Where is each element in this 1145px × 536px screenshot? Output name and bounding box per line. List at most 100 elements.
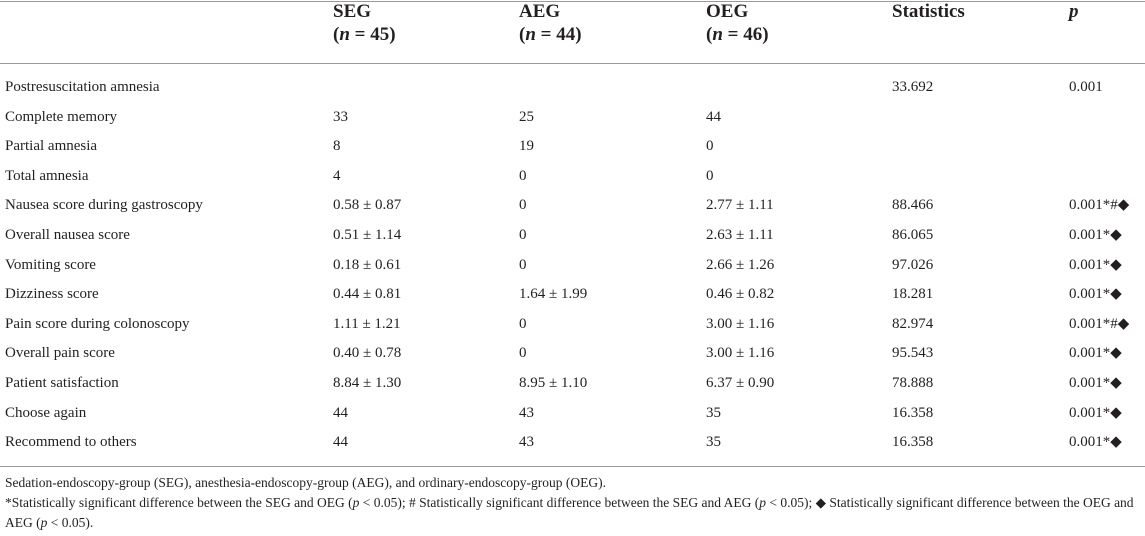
table-cell: 2.66 ± 1.26 [706,256,775,273]
table-bottom-rule [0,466,1145,467]
table-top-rule [0,1,1145,2]
table-cell: 0.001*◆ [1069,345,1122,362]
table-cell: 1.64 ± 1.99 [519,286,588,303]
table-cell: 2.77 ± 1.11 [706,197,774,214]
table-cell: 0.46 ± 0.82 [706,286,775,303]
table-cell: 0.001*◆ [1069,375,1122,391]
table-cell: Choose again [5,404,87,421]
table-cell: 4 [333,167,341,184]
table-cell: 25 [519,108,534,125]
table-cell: Complete memory [5,108,118,125]
footnote-abbreviations: Sedation-endoscopy-group (SEG), anesthes… [5,475,606,490]
table-cell: 0.001*◆ [1069,286,1122,303]
footnote-segment: < 0.05). [47,515,94,530]
table-cell: Pain score during colonoscopy [5,315,190,332]
footnote-segment: p [759,495,767,510]
table-cell: 0.001*#◆ [1069,315,1130,332]
table-cell: Partial amnesia [5,138,98,155]
footnote-segment: *Statistically significant difference be… [5,495,353,510]
table-row: Choose again 44 43 35 16.358 0.001*◆ [0,399,1145,428]
table-cell: Total amnesia [5,167,89,184]
table-row: Dizziness score 0.44 ± 0.81 1.64 ± 1.99 0.4… [0,280,1145,309]
table-cell: 8.95 ± 1.10 [519,375,588,391]
table-cell: 82.974 [892,315,934,332]
table-cell: 6.37 ± 0.90 [706,375,775,391]
table-cell: Vomiting score [5,256,96,273]
table-cell: 0 [519,227,527,243]
table-cell: Nausea score during gastroscopy [5,197,203,214]
table-cell: 0.001*◆ [1069,227,1122,243]
table-cell: 0.40 ± 0.78 [333,345,402,362]
table-cell: 0.001*◆ [1069,256,1122,273]
table-cell: 0 [519,345,527,362]
table-cell: 3.00 ± 1.16 [706,345,775,362]
table-cell: 33.692 [892,79,934,95]
table-row: Patient satisfaction 8.84 ± 1.30 8.95 ± 1.… [0,369,1145,398]
table-row: Vomiting score 0.18 ± 0.61 0 2.66 ± 1.26 97.… [0,251,1145,280]
table-cell: 97.026 [892,256,934,273]
table-cell: 0.58 ± 0.87 [333,197,402,214]
table-cell: 16.358 [892,434,934,451]
table-row: Overall pain score 0.40 ± 0.78 0 3.00 ± 1.1… [0,339,1145,368]
table-cell: 19 [519,138,534,155]
footnote-segment: < 0.05); ◆ Statistically significant dif… [5,495,1134,530]
table-cell: 44 [706,108,721,125]
table-cell: 0.001*◆ [1069,404,1122,421]
table-cell: 0.001 [1069,79,1103,95]
table-cell: 0.18 ± 0.61 [333,256,402,273]
footnote-segment: p [352,495,360,510]
table-cell: 95.543 [892,345,934,362]
table-cell: Overall pain score [5,345,115,362]
table-cell: 0.44 ± 0.81 [333,286,402,303]
table-cell: Postresuscitation amnesia [5,79,160,95]
header-aeg: AEG (n = 44) [519,1,582,45]
header-p: p [1069,1,1079,22]
table-row: Partial amnesia 8 19 0 [0,132,1145,161]
table-cell: 0 [519,197,527,214]
table-cell: 88.466 [892,197,934,214]
header-statistics: Statistics [892,1,965,22]
table-cell: 78.888 [892,375,934,391]
footnote-segment: p [40,515,48,530]
table-cell: 0 [519,315,527,332]
table-cell: 0 [706,167,714,184]
table-cell: 43 [519,434,534,451]
table-cell: 2.63 ± 1.11 [706,227,774,243]
table-cell: Overall nausea score [5,227,130,243]
table-cell: 0 [519,256,527,273]
table-cell: 35 [706,434,721,451]
table-row: Nausea score during gastroscopy 0.58 ± 0.… [0,191,1145,220]
table-cell: 0.001*#◆ [1069,197,1130,214]
table-cell: 16.358 [892,404,934,421]
table-cell: 33 [333,108,348,125]
table-row: Recommend to others 44 43 35 16.358 0.001*◆ [0,428,1145,457]
table-cell: 18.281 [892,286,934,303]
table-cell: Dizziness score [5,286,99,303]
table-cell: 44 [333,434,348,451]
table-row: Total amnesia 4 0 0 [0,162,1145,191]
table-cell: 0.001*◆ [1069,434,1122,451]
table-cell: Patient satisfaction [5,375,119,391]
table-cell: Recommend to others [5,434,137,451]
header-seg: SEG (n = 45) [333,1,396,45]
footnote-segment: < 0.05); # Statistically significant dif… [359,495,760,510]
table-cell: 1.11 ± 1.21 [333,315,401,332]
table-cell: 44 [333,404,348,421]
table-cell: 0 [519,167,527,184]
table-row: Complete memory 33 25 44 [0,103,1145,132]
table-row: Pain score during colonoscopy 1.11 ± 1.21… [0,310,1145,339]
header-oeg: OEG (n = 46) [706,1,769,45]
table-cell: 35 [706,404,721,421]
table-cell: 3.00 ± 1.16 [706,315,775,332]
table-footnotes: Sedation-endoscopy-group (SEG), anesthes… [5,473,1140,533]
table-row: Postresuscitation amnesia 33.692 0.001 [0,73,1145,102]
table-cell: 86.065 [892,227,934,243]
table-cell: 8.84 ± 1.30 [333,375,402,391]
table-cell: 0 [706,138,714,155]
table-header-rule [0,63,1145,64]
footnote-significance: *Statistically significant difference be… [5,493,1140,533]
table-cell: 43 [519,404,534,421]
table-cell: 0.51 ± 1.14 [333,227,402,243]
table-row: Overall nausea score 0.51 ± 1.14 0 2.63 ± 1… [0,221,1145,250]
table-cell: 8 [333,138,341,155]
